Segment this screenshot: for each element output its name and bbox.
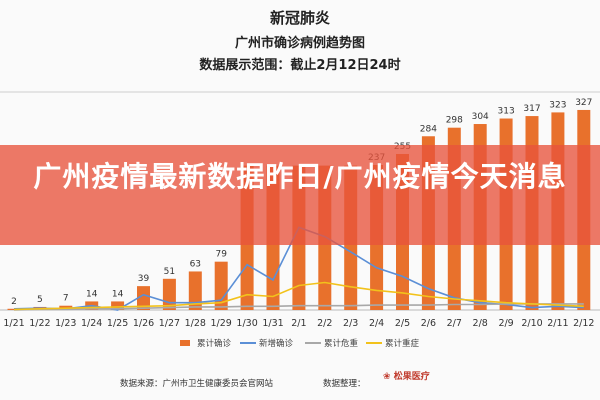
bar-label-22: 327 — [575, 98, 592, 108]
bar-label-4: 14 — [112, 289, 124, 299]
bar-label-7: 63 — [190, 259, 201, 269]
logo-text: 松果医疗 — [393, 372, 430, 382]
x-tick-4: 1/25 — [107, 318, 128, 329]
bar-label-16: 284 — [420, 124, 437, 134]
brand-logo: ❀ 松果医疗 — [383, 372, 445, 392]
x-tick-11: 2/1 — [291, 318, 306, 329]
x-tick-15: 2/5 — [395, 318, 410, 329]
editor-note: 数据整理： — [323, 378, 366, 389]
chart-title: 新冠肺炎 — [270, 9, 330, 27]
bar-8 — [214, 261, 228, 310]
x-tick-5: 1/26 — [133, 318, 154, 329]
x-tick-21: 2/11 — [547, 318, 568, 329]
legend: 累计确诊 新增确诊 累计危重 累计重症 — [180, 338, 420, 349]
x-tick-3: 1/24 — [81, 318, 102, 329]
chart-range: 数据展示范围：截止2月12日24时 — [199, 57, 400, 73]
bar-label-3: 14 — [86, 289, 98, 299]
bar-label-21: 323 — [549, 100, 566, 110]
x-tick-1: 1/22 — [29, 318, 50, 329]
bar-label-2: 7 — [63, 294, 69, 304]
bar-7 — [188, 271, 202, 310]
legend-label-2: 累计危重 — [324, 338, 359, 349]
line-2 — [13, 281, 584, 311]
bar-label-20: 317 — [523, 104, 540, 114]
bar-label-1: 5 — [37, 295, 43, 305]
x-tick-14: 2/4 — [369, 318, 384, 329]
logo-icon: ❀ — [383, 372, 391, 382]
chart-subtitle: 广州市确诊病例趋势图 — [235, 35, 365, 51]
headline-text: 广州疫情最新数据昨日/广州疫情今天消息 — [33, 160, 567, 193]
x-tick-6: 1/27 — [159, 318, 180, 329]
x-tick-0: 1/21 — [3, 318, 24, 329]
headline-banner — [0, 145, 600, 245]
x-tick-19: 2/9 — [498, 318, 513, 329]
x-tick-9: 1/30 — [236, 318, 257, 329]
x-tick-17: 2/7 — [447, 318, 462, 329]
source-note: 数据来源：广州市卫生健康委员会官网站 — [120, 378, 274, 389]
bar-label-19: 313 — [498, 107, 515, 117]
bar-label-0: 2 — [11, 297, 17, 307]
x-tick-8: 1/29 — [211, 318, 232, 329]
x-tick-18: 2/8 — [473, 318, 488, 329]
x-tick-16: 2/6 — [421, 318, 436, 329]
bar-label-18: 304 — [472, 112, 489, 122]
legend-label-1: 新增确诊 — [259, 338, 294, 349]
bar-label-17: 298 — [446, 116, 463, 126]
x-tick-13: 2/3 — [343, 318, 358, 329]
legend-swatch-0 — [180, 340, 190, 346]
x-tick-10: 1/31 — [262, 318, 283, 329]
x-tick-7: 1/28 — [185, 318, 206, 329]
x-tick-22: 2/12 — [573, 318, 594, 329]
x-tick-12: 2/2 — [317, 318, 332, 329]
legend-label-0: 累计确诊 — [197, 338, 232, 349]
bar-label-5: 39 — [138, 274, 150, 284]
line-1 — [13, 303, 584, 311]
bar-label-8: 79 — [215, 250, 227, 260]
bar-label-6: 51 — [164, 267, 175, 277]
x-tick-20: 2/10 — [521, 318, 542, 329]
legend-label-3: 累计重症 — [385, 338, 420, 349]
bar-4 — [111, 301, 125, 310]
x-tick-2: 1/23 — [55, 318, 76, 329]
bar-5 — [137, 286, 150, 310]
